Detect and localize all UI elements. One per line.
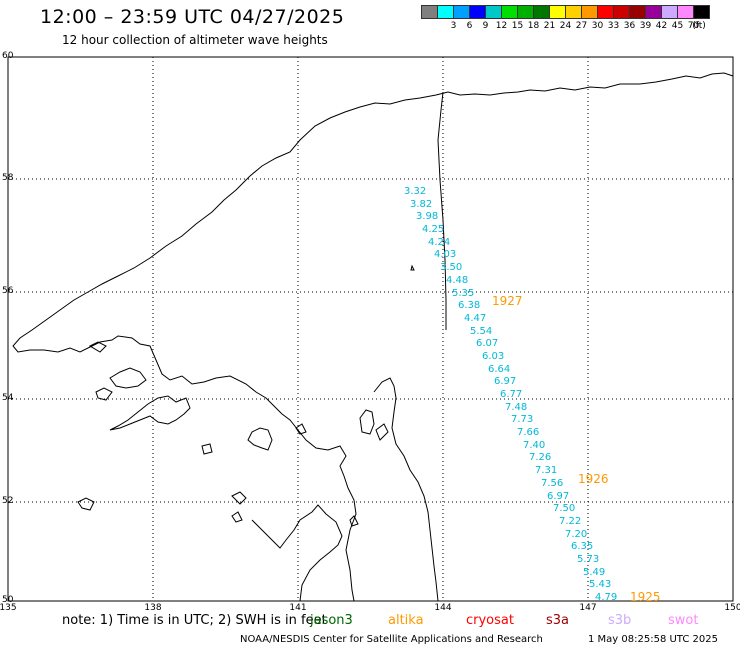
plot-frame — [7, 56, 734, 602]
latitude-label: 54 — [2, 393, 14, 403]
wave-height-value: 4.24 — [428, 237, 451, 248]
wave-height-value: 3.32 — [404, 186, 427, 197]
wave-height-value: 7.73 — [511, 414, 534, 425]
generated-timestamp: 1 May 08:25:58 UTC 2025 — [588, 634, 718, 645]
legend-label: 15 — [511, 21, 524, 31]
wave-height-value: 6.03 — [482, 351, 505, 362]
legend-label: 24 — [559, 21, 572, 31]
latitude-label: 58 — [2, 173, 14, 183]
longitude-label: 147 — [579, 603, 597, 613]
longitude-label: 141 — [289, 603, 307, 613]
wave-height-value: 6.38 — [458, 300, 481, 311]
wave-height-value: 7.66 — [517, 427, 540, 438]
mission-label: s3b — [608, 613, 632, 628]
wave-height-value: 4.03 — [434, 249, 457, 260]
wave-height-value: 4.79 — [595, 592, 618, 603]
legend-label: 36 — [623, 21, 636, 31]
wave-height-value: 7.48 — [505, 402, 528, 413]
map-title: 12:00 – 23:59 UTC 04/27/2025 — [40, 6, 345, 28]
legend-label: 42 — [655, 21, 668, 31]
wave-height-value: 5.35 — [452, 288, 475, 299]
wave-height-value: 4.47 — [464, 313, 487, 324]
legend-swatch — [693, 5, 710, 19]
wave-height-value: 7.56 — [541, 478, 564, 489]
legend-label: 33 — [607, 21, 620, 31]
latitude-label: 50 — [2, 595, 14, 605]
mission-label: swot — [668, 613, 699, 628]
legend-label: 30 — [591, 21, 604, 31]
legend-label: 39 — [639, 21, 652, 31]
latitude-label: 56 — [2, 286, 14, 296]
wave-height-value: 5.43 — [589, 579, 612, 590]
graticule — [8, 57, 733, 601]
mission-label: s3a — [546, 613, 570, 628]
pass-time-label: 1926 — [578, 472, 609, 486]
wave-height-value: 7.40 — [523, 440, 546, 451]
mission-label: altika — [388, 613, 424, 628]
mission-label: cryosat — [466, 613, 514, 628]
legend-label: 18 — [527, 21, 540, 31]
longitude-label: 150 — [724, 603, 740, 613]
wave-height-value: 3.50 — [440, 262, 463, 273]
map-subtitle: 12 hour collection of altimeter wave hei… — [62, 33, 328, 47]
longitude-label: 138 — [144, 603, 162, 613]
legend-label: 9 — [482, 21, 489, 31]
latitude-label: 60 — [2, 51, 14, 61]
legend-unit: (ft) — [692, 21, 706, 31]
wave-height-value: 7.20 — [565, 529, 588, 540]
legend-label: 12 — [495, 21, 508, 31]
legend-label: 70 — [687, 21, 700, 31]
wave-height-value: 7.22 — [559, 516, 582, 527]
wave-height-value: 6.07 — [476, 338, 499, 349]
wave-height-value: 6.77 — [500, 389, 523, 400]
wave-height-value: 6.97 — [547, 491, 570, 502]
wave-height-value: 6.97 — [494, 376, 517, 387]
legend-label: 27 — [575, 21, 588, 31]
footer-note: note: 1) Time is in UTC; 2) SWH is in fe… — [62, 613, 327, 628]
wave-height-value: 4.25 — [422, 224, 445, 235]
wave-height-value: 6.64 — [488, 364, 511, 375]
wave-height-value: 6.35 — [571, 541, 594, 552]
wave-height-value: 7.26 — [529, 452, 552, 463]
mission-label: jason3 — [310, 613, 353, 628]
wave-height-value: 3.82 — [410, 199, 433, 210]
wave-height-value: 4.48 — [446, 275, 469, 286]
pass-time-label: 1925 — [630, 590, 661, 604]
credit-text: NOAA/NESDIS Center for Satellite Applica… — [240, 634, 543, 645]
wave-height-value: 5.49 — [583, 567, 606, 578]
wave-height-value: 7.31 — [535, 465, 558, 476]
wave-height-value: 5.54 — [470, 326, 493, 337]
legend-labels: 3 6 9 12 15 18 21 24 27 30 33 36 39 42 45 70 (ft) — [421, 21, 740, 33]
legend-label: 21 — [543, 21, 556, 31]
longitude-label: 135 — [0, 603, 17, 613]
latitude-label: 52 — [2, 496, 14, 506]
legend-label: 45 — [671, 21, 684, 31]
coastline — [12, 72, 734, 602]
pass-time-label: 1927 — [492, 294, 523, 308]
wave-height-value: 7.50 — [553, 503, 576, 514]
wave-height-value: 3.98 — [416, 211, 439, 222]
color-legend — [421, 5, 710, 19]
longitude-label: 144 — [434, 603, 452, 613]
wave-height-value: 5.73 — [577, 554, 600, 565]
legend-label: 3 — [450, 21, 457, 31]
legend-label: 6 — [466, 21, 473, 31]
